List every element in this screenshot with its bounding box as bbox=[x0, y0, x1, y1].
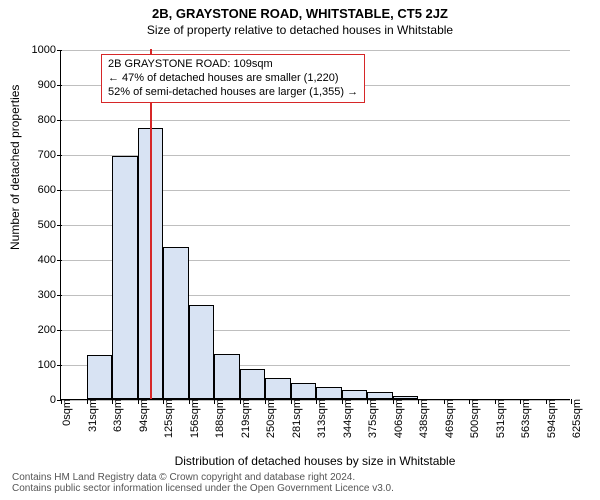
x-tick-label: 188sqm bbox=[212, 399, 226, 438]
x-tick-label: 625sqm bbox=[569, 399, 583, 438]
x-tick-label: 375sqm bbox=[365, 399, 379, 438]
histogram-bar bbox=[291, 383, 317, 399]
x-tick-label: 156sqm bbox=[187, 399, 201, 438]
histogram-bar bbox=[214, 354, 240, 400]
annotation-line: 52% of semi-detached houses are larger (… bbox=[108, 86, 358, 100]
x-axis-label: Distribution of detached houses by size … bbox=[60, 454, 570, 468]
footer-line: Contains HM Land Registry data © Crown c… bbox=[12, 472, 394, 483]
x-tick-label: 250sqm bbox=[263, 399, 277, 438]
y-tick-label: 0 bbox=[23, 394, 61, 406]
x-tick-label: 94sqm bbox=[136, 399, 150, 432]
x-tick-label: 344sqm bbox=[340, 399, 354, 438]
plot-area: 010020030040050060070080090010000sqm31sq… bbox=[60, 50, 570, 400]
x-tick-label: 0sqm bbox=[59, 399, 73, 426]
histogram-bar bbox=[316, 387, 342, 399]
x-tick-label: 594sqm bbox=[544, 399, 558, 438]
footer-attribution: Contains HM Land Registry data © Crown c… bbox=[12, 472, 394, 494]
x-tick-label: 563sqm bbox=[518, 399, 532, 438]
y-tick-label: 100 bbox=[23, 359, 61, 371]
histogram-bar bbox=[112, 156, 138, 399]
histogram-bar bbox=[240, 369, 266, 399]
x-tick-label: 438sqm bbox=[416, 399, 430, 438]
histogram-bar bbox=[265, 378, 291, 399]
y-tick-label: 600 bbox=[23, 184, 61, 196]
x-tick-label: 531sqm bbox=[493, 399, 507, 438]
histogram-bar bbox=[163, 247, 189, 399]
chart-container: 2B, GRAYSTONE ROAD, WHITSTABLE, CT5 2JZ … bbox=[0, 0, 600, 500]
y-tick-label: 1000 bbox=[23, 44, 61, 56]
histogram-bar bbox=[87, 355, 113, 399]
x-tick-label: 469sqm bbox=[442, 399, 456, 438]
y-tick-label: 900 bbox=[23, 79, 61, 91]
annotation-line: 2B GRAYSTONE ROAD: 109sqm bbox=[108, 58, 358, 72]
footer-line: Contains public sector information licen… bbox=[12, 483, 394, 494]
gridline bbox=[61, 50, 570, 51]
x-tick-label: 281sqm bbox=[289, 399, 303, 438]
histogram-bar bbox=[342, 390, 368, 399]
x-tick-label: 406sqm bbox=[391, 399, 405, 438]
histogram-bar bbox=[189, 305, 215, 400]
y-tick-label: 300 bbox=[23, 289, 61, 301]
annotation-box: 2B GRAYSTONE ROAD: 109sqm ← 47% of detac… bbox=[101, 54, 365, 103]
y-tick-label: 500 bbox=[23, 219, 61, 231]
x-tick-label: 31sqm bbox=[85, 399, 99, 432]
y-tick-label: 400 bbox=[23, 254, 61, 266]
histogram-bar bbox=[367, 392, 393, 399]
y-tick-label: 800 bbox=[23, 114, 61, 126]
x-tick-label: 63sqm bbox=[110, 399, 124, 432]
x-tick-label: 219sqm bbox=[238, 399, 252, 438]
address-title: 2B, GRAYSTONE ROAD, WHITSTABLE, CT5 2JZ bbox=[0, 0, 600, 21]
y-axis-label: Number of detached properties bbox=[8, 85, 22, 250]
chart-subtitle: Size of property relative to detached ho… bbox=[0, 23, 600, 37]
y-tick-label: 200 bbox=[23, 324, 61, 336]
y-tick-label: 700 bbox=[23, 149, 61, 161]
x-tick-label: 313sqm bbox=[314, 399, 328, 438]
gridline bbox=[61, 120, 570, 121]
x-tick-label: 500sqm bbox=[467, 399, 481, 438]
annotation-line: ← 47% of detached houses are smaller (1,… bbox=[108, 72, 358, 86]
x-tick-label: 125sqm bbox=[161, 399, 175, 438]
